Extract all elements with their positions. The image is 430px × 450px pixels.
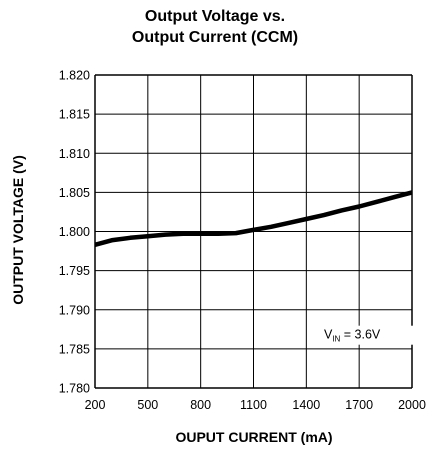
y-tick-label: 1.820 [59,69,90,83]
y-axis-label: OUTPUT VOLTAGE (V) [10,155,26,305]
y-tick-label: 1.815 [59,108,90,122]
series-line [94,190,413,247]
chart-title: Output Voltage vs. Output Current (CCM) [0,6,430,48]
x-tick-label: 800 [190,398,211,412]
x-tick-labels: 200 500 800 1100 1400 1700 2000 [85,398,426,412]
y-tick-label: 1.805 [59,186,90,200]
annotation-background [317,325,414,345]
vin-annotation: VIN = 3.6V [317,325,414,345]
x-tick-label: 2000 [398,398,426,412]
y-tick-label: 1.810 [59,147,90,161]
y-tick-labels: 1.820 1.815 1.810 1.805 1.800 1.795 1.790 1.785… [59,69,90,396]
y-tick-label: 1.790 [59,303,90,317]
x-tick-label: 200 [85,398,106,412]
chart-title-line-1: Output Voltage vs. [144,8,286,25]
y-tick-label: 1.780 [59,382,90,396]
x-tick-label: 1100 [240,398,267,412]
series-group [94,190,413,247]
y-tick-label: 1.785 [59,342,90,356]
x-axis-label: OUPUT CURRENT (mA) [175,429,332,445]
x-tick-label: 1400 [292,398,320,412]
vin-annotation-text: VIN = 3.6V [324,328,381,344]
chart-title-line-2: Output Current (CCM) [131,29,299,46]
y-tick-label: 1.800 [59,225,90,239]
y-tick-label: 1.795 [59,264,90,278]
x-tick-label: 1700 [345,398,373,412]
x-tick-label: 500 [137,398,158,412]
